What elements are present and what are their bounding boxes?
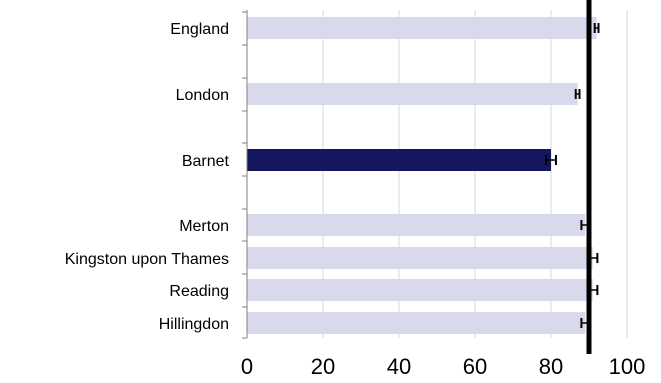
bars [247, 17, 597, 334]
x-tick-label: 100 [609, 354, 646, 379]
y-axis [242, 10, 248, 339]
category-label: England [170, 21, 229, 38]
x-tick-label: 60 [463, 354, 487, 379]
x-tick-label: 80 [539, 354, 563, 379]
category-labels: England London Barnet Merton Kingston upon T… [65, 21, 230, 333]
bar [247, 312, 586, 334]
bar [247, 17, 597, 39]
bar [247, 214, 586, 236]
x-tick-label: 20 [311, 354, 335, 379]
category-label: London [176, 87, 229, 104]
bar [247, 149, 551, 171]
category-label: Hillingdon [159, 316, 229, 333]
bar [247, 247, 593, 269]
x-tick-label: 40 [387, 354, 411, 379]
x-tick-labels: 0 20 40 60 80 100 [241, 354, 645, 379]
category-label: Kingston upon Thames [65, 251, 229, 268]
x-tick-label: 0 [241, 354, 253, 379]
category-label: Reading [169, 283, 229, 300]
bar [247, 279, 593, 301]
bar [247, 83, 578, 105]
category-label: Merton [179, 218, 229, 235]
category-label: Barnet [182, 153, 230, 170]
